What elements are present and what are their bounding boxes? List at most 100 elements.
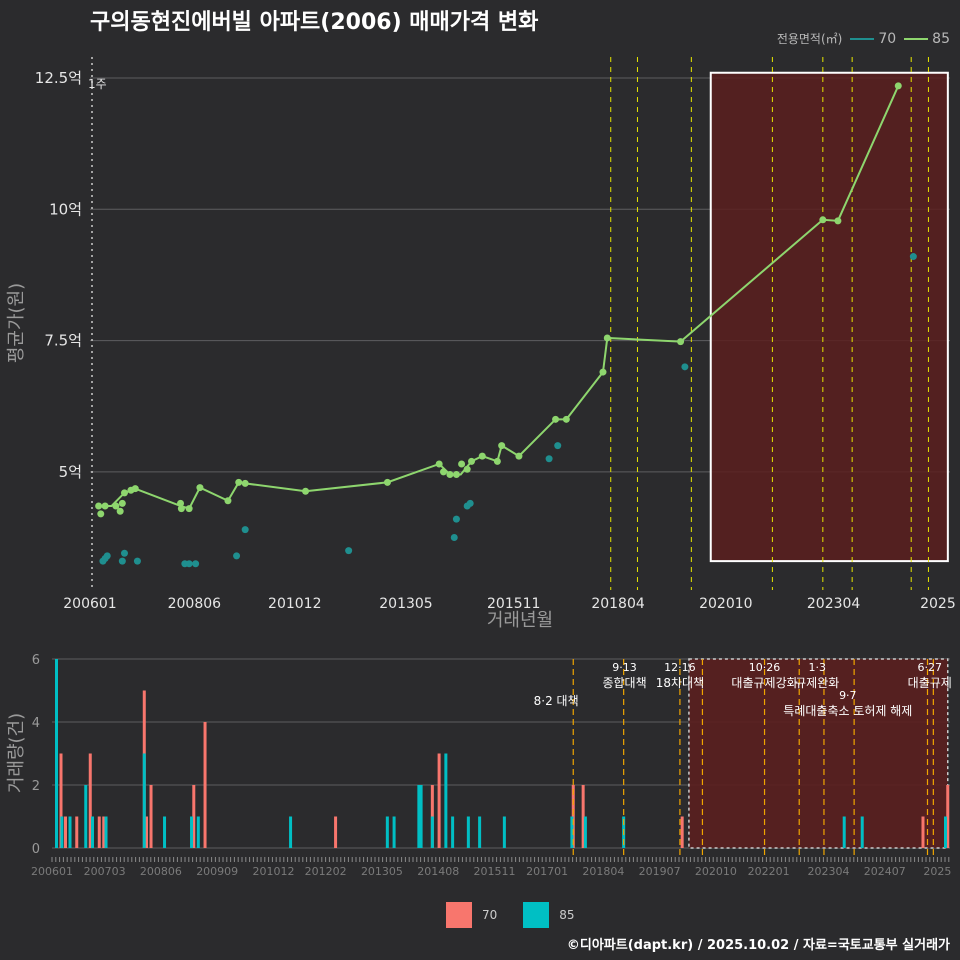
bar-85 [60, 816, 64, 848]
price-ytick-label: 7.5억 [44, 332, 82, 350]
price-y-axis-label: 평균가(원) [6, 283, 27, 363]
point-85 [97, 510, 105, 518]
price-ytick-label: 12.5억 [35, 69, 82, 87]
policy-text-label: 특례대출축소 토허제 해제 [783, 704, 912, 718]
bar-85 [392, 816, 396, 848]
bar-85 [190, 816, 194, 848]
bar-70 [75, 816, 79, 848]
volume-legend: 70 85 [446, 902, 575, 928]
volume-ytick-label: 2 [32, 779, 40, 794]
point-70 [909, 253, 917, 261]
policy-text-label: 대출규제강화 [731, 676, 797, 690]
volume-xtick-label: 201511 [473, 865, 515, 878]
annotation-label: 1주 [88, 77, 107, 91]
volume-ytick-label: 4 [32, 716, 40, 731]
bar-70 [921, 816, 925, 848]
bar-85 [68, 816, 72, 848]
policy-date-label: 9·13 [612, 661, 637, 674]
bar-85 [430, 816, 434, 848]
volume-xtick-label: 2025 [923, 865, 951, 878]
volume-xtick-label: 202010 [695, 865, 737, 878]
legend-swatch-70 [850, 37, 875, 40]
bar-85 [451, 816, 455, 848]
price-xtick-label: 200806 [168, 596, 222, 612]
point-70 [103, 552, 111, 560]
price-xtick-label: 200601 [63, 596, 116, 612]
point-85 [458, 460, 466, 468]
volume-y-axis-label: 거래량(건) [6, 713, 27, 793]
bar-85 [943, 816, 947, 848]
volume-xtick-label: 202304 [807, 865, 849, 878]
point-70 [241, 526, 249, 534]
bar-85 [570, 816, 574, 848]
bar-70 [64, 816, 68, 848]
point-70 [233, 552, 241, 560]
point-70 [133, 557, 141, 565]
bar-70 [102, 816, 106, 848]
price-xtick-label: 202304 [807, 596, 861, 612]
bar-70 [437, 753, 441, 848]
bar-85 [417, 785, 421, 848]
chart-title: 구의동현진에버빌 아파트(2006) 매매가격 변화 [90, 10, 539, 35]
legend-title: 전용면적(㎡) [776, 32, 843, 46]
policy-text-label: 8·2 대책 [534, 693, 579, 708]
bar-70 [946, 785, 950, 848]
legend-swatch-85 [904, 37, 929, 40]
point-85 [118, 499, 126, 507]
area-legend: 전용면적(㎡) 70 85 [777, 30, 950, 47]
bar-70 [192, 785, 196, 848]
bar-85 [419, 785, 423, 848]
highlight-box [709, 71, 949, 563]
line-85 [98, 85, 900, 510]
price-xtick-label: 202010 [699, 596, 752, 612]
policy-date-label: 1·3 [808, 661, 826, 674]
volume-xtick-label: 200703 [84, 865, 126, 878]
point-70 [545, 455, 553, 463]
bar-85 [860, 816, 864, 848]
bar-85 [289, 816, 293, 848]
volume-highlight-box [688, 658, 949, 849]
point-70 [452, 515, 460, 523]
volume-xtick-label: 201701 [526, 865, 568, 878]
price-xtick-label: 201804 [591, 596, 645, 612]
bar-85 [444, 753, 448, 848]
bar-70 [149, 785, 153, 848]
bar-85 [466, 816, 470, 848]
bar-70 [97, 816, 101, 848]
price-ytick-label: 10억 [49, 200, 82, 218]
policy-date-label: 6·27 [917, 661, 942, 674]
price-xtick-label: 201511 [487, 596, 540, 612]
point-70 [681, 363, 689, 371]
bar-85 [55, 659, 59, 848]
point-85 [116, 507, 124, 515]
volume-xtick-label: 201305 [361, 865, 403, 878]
bar-85 [842, 816, 846, 848]
bar-70 [203, 722, 207, 848]
volume-ytick-label: 6 [32, 653, 40, 668]
bar-85 [196, 816, 200, 848]
point-70 [185, 560, 193, 568]
volume-xtick-label: 201202 [305, 865, 347, 878]
volume-ytick-label: 0 [32, 842, 40, 857]
bar-85 [84, 785, 88, 848]
point-70 [450, 533, 458, 541]
policy-date-label: 10·26 [749, 661, 781, 674]
point-70 [120, 549, 128, 557]
volume-xtick-label: 202201 [748, 865, 790, 878]
bar-70 [680, 816, 684, 848]
policy-text-label: 종합대책 [602, 675, 646, 690]
price-xtick-label: 2025 [920, 596, 956, 612]
point-70 [554, 442, 562, 450]
legend-item-85: 85 [904, 31, 950, 47]
price-xtick-label: 201305 [379, 596, 432, 612]
volume-xtick-label: 201907 [639, 865, 681, 878]
bar-85 [385, 816, 389, 848]
volume-xtick-label: 201408 [417, 865, 459, 878]
price-x-axis-label: 거래년월 [487, 610, 553, 631]
bar-70 [59, 753, 63, 848]
volume-legend-label-70: 70 [482, 908, 498, 922]
policy-text-label: 규제완화 [795, 676, 839, 690]
point-70 [192, 560, 200, 568]
bar-70 [581, 785, 585, 848]
